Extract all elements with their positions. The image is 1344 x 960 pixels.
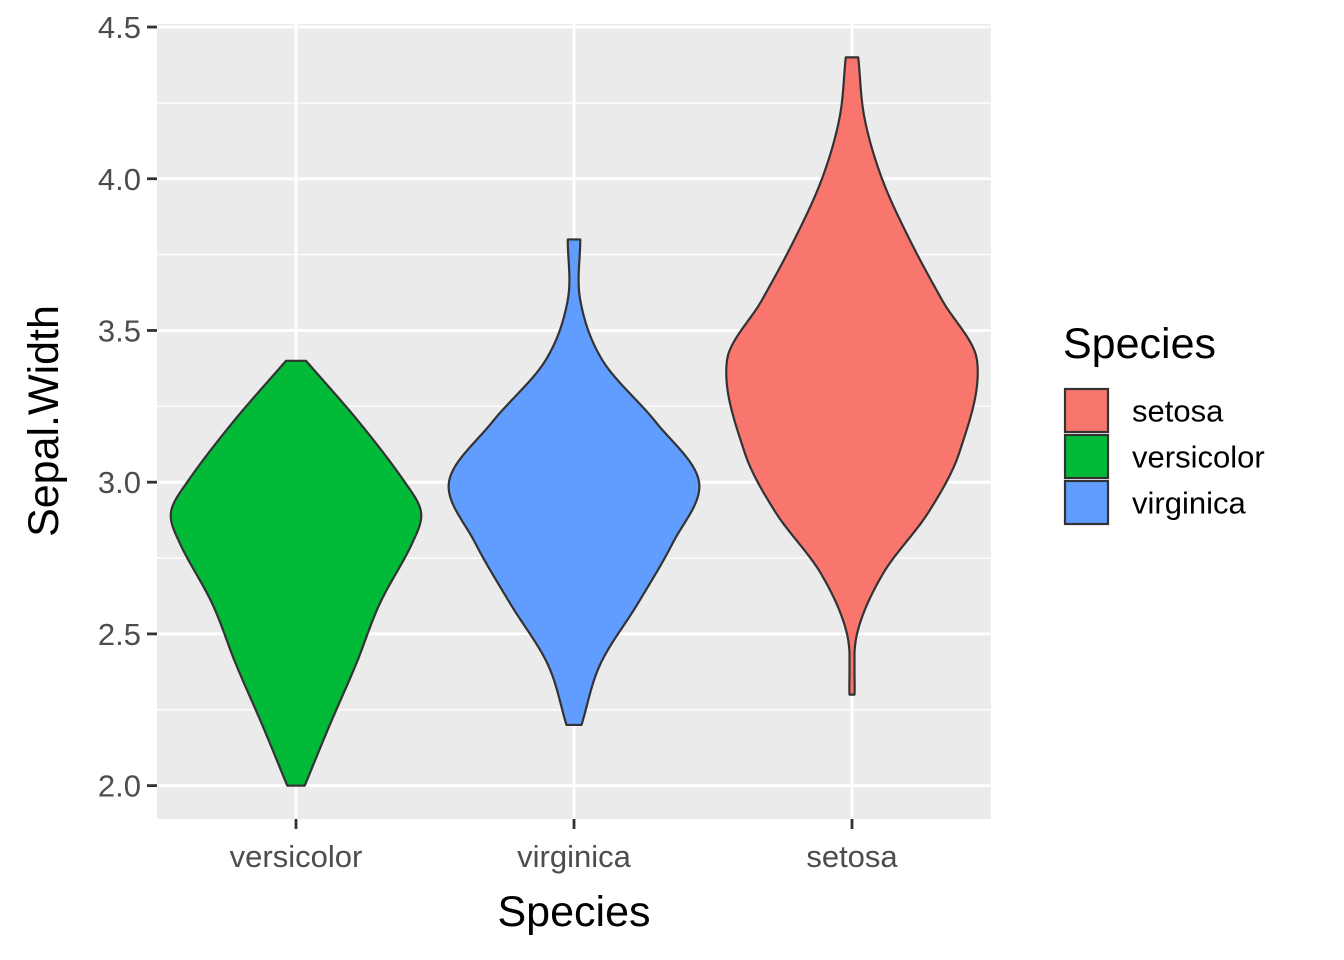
y-tick-label: 4.5 <box>98 10 141 45</box>
y-tick-label: 2.0 <box>98 769 141 804</box>
x-tick-label-virginica: virginica <box>517 839 631 874</box>
y-tick-label: 2.5 <box>98 617 141 652</box>
legend-key-virginica <box>1063 479 1110 526</box>
legend-label-versicolor: versicolor <box>1132 440 1265 475</box>
legend-title: Species <box>1063 320 1216 368</box>
y-axis-title: Sepal.Width <box>20 305 68 537</box>
x-axis-title: Species <box>498 888 651 936</box>
y-axis: 2.0 2.5 3.0 3.5 4.0 4.5 <box>98 10 157 804</box>
y-tick-label: 4.0 <box>98 162 141 197</box>
y-tick-label: 3.5 <box>98 313 141 348</box>
legend-key-versicolor <box>1063 433 1110 480</box>
legend-label-setosa: setosa <box>1132 394 1224 429</box>
legend: Species setosa versicolor virginica <box>1063 320 1265 526</box>
y-tick-label: 3.0 <box>98 465 141 500</box>
violin-virginica <box>447 238 701 727</box>
violin-versicolor <box>169 359 423 787</box>
violins <box>169 56 979 787</box>
x-tick-label-setosa: setosa <box>806 839 898 874</box>
legend-label-virginica: virginica <box>1132 486 1246 521</box>
legend-key-setosa <box>1063 387 1110 434</box>
x-tick-label-versicolor: versicolor <box>230 839 363 874</box>
x-axis: versicolor virginica setosa <box>230 819 898 874</box>
legend-entries: setosa versicolor virginica <box>1063 387 1265 526</box>
violin-setosa <box>725 56 979 696</box>
